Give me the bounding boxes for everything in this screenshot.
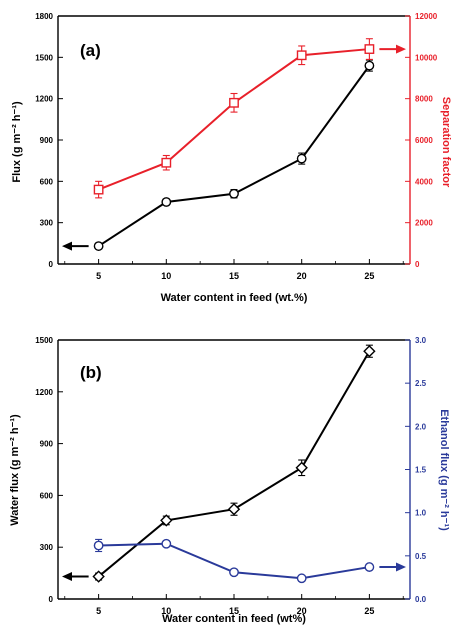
x-tick-label: 15 — [229, 271, 239, 281]
data-point — [229, 188, 239, 199]
axis-arrowhead-right — [396, 562, 406, 572]
data-point — [296, 153, 307, 164]
x-tick-label: 25 — [364, 271, 374, 281]
x-axis-label: Water content in feed (wt.%) — [161, 292, 308, 304]
data-point — [363, 345, 376, 358]
series-1 — [93, 59, 375, 251]
x-tick-label: 5 — [96, 271, 101, 281]
right-y-tick-label: 2000 — [415, 219, 433, 228]
left-y-tick-label: 0 — [49, 595, 54, 604]
right-y-axis-label: Separation factor — [440, 97, 452, 188]
data-point — [227, 503, 241, 516]
left-y-tick-label: 600 — [40, 491, 54, 500]
right-y-tick-label: 1.5 — [415, 466, 427, 475]
data-point — [92, 570, 105, 583]
left-y-tick-label: 1200 — [35, 95, 53, 104]
data-point — [229, 567, 239, 578]
series-line — [98, 65, 371, 247]
data-point — [161, 157, 172, 168]
right-y-tick-label: 3.0 — [415, 336, 427, 345]
left-y-tick-label: 600 — [40, 177, 54, 186]
series-2 — [93, 38, 375, 199]
data-point — [364, 60, 375, 71]
data-point — [160, 514, 173, 527]
x-tick-label: 10 — [161, 271, 171, 281]
series-1 — [92, 344, 376, 583]
x-axis-label: Water content in feed (wt%) — [162, 613, 306, 625]
left-y-tick-label: 1800 — [35, 12, 53, 21]
data-point — [364, 44, 375, 54]
left-y-axis-label: Water flux (g m⁻² h⁻¹) — [9, 414, 21, 526]
left-y-tick-label: 1200 — [35, 388, 53, 397]
data-point — [93, 241, 104, 251]
x-tick-label: 15 — [229, 606, 239, 616]
series-line — [98, 48, 370, 191]
right-y-tick-label: 0 — [415, 260, 420, 269]
panel-label: (a) — [80, 41, 101, 60]
x-tick-label: 5 — [96, 606, 101, 616]
right-y-tick-label: 4000 — [415, 177, 433, 186]
right-y-tick-label: 1.0 — [415, 509, 427, 518]
data-point — [296, 573, 307, 584]
panel-label: (b) — [80, 363, 102, 382]
series-2 — [93, 538, 375, 584]
chart-panel-b: (b) 5 10 15 20 25 0 300 600 900 1200 1500 0.0 0.5 1.0 1… — [9, 336, 450, 625]
right-y-tick-label: 6000 — [415, 136, 433, 145]
x-tick-label: 25 — [364, 606, 374, 616]
data-point — [364, 562, 375, 572]
axis-arrowhead-left — [62, 572, 72, 582]
left-y-axis-label: Flux (g m⁻² h⁻¹) — [11, 101, 23, 183]
left-y-tick-label: 1500 — [35, 336, 53, 345]
data-point — [295, 461, 308, 474]
series-line — [97, 350, 371, 578]
x-tick-label: 10 — [161, 606, 171, 616]
left-y-tick-label: 900 — [40, 136, 54, 145]
right-y-tick-label: 2.0 — [415, 422, 427, 431]
right-y-axis-label: Ethanol flux (g m⁻² h⁻¹) — [438, 409, 450, 531]
axis-arrowhead-right — [396, 44, 406, 54]
right-y-tick-label: 2.5 — [415, 379, 427, 388]
data-point — [161, 538, 172, 549]
data-point — [93, 184, 104, 195]
right-y-tick-label: 12000 — [415, 12, 438, 21]
left-y-tick-label: 900 — [40, 440, 54, 449]
left-y-tick-label: 1500 — [35, 53, 53, 62]
left-y-tick-label: 300 — [40, 543, 54, 552]
left-y-tick-label: 300 — [40, 219, 54, 228]
chart-panel-a: (a) 5 10 15 20 25 0 300 600 900 1200 1500 1800 0 2000 4… — [11, 12, 452, 304]
x-tick-label: 20 — [297, 606, 307, 616]
data-point — [93, 540, 104, 551]
right-y-tick-label: 8000 — [415, 95, 433, 104]
x-tick-label: 20 — [297, 271, 307, 281]
right-y-tick-label: 10000 — [415, 53, 438, 62]
axis-arrowhead-left — [62, 241, 72, 251]
right-y-tick-label: 0.0 — [415, 595, 427, 604]
left-y-tick-label: 0 — [49, 260, 54, 269]
right-y-tick-label: 0.5 — [415, 552, 427, 561]
data-point — [229, 97, 239, 108]
data-point — [296, 50, 307, 61]
data-point — [161, 197, 172, 207]
